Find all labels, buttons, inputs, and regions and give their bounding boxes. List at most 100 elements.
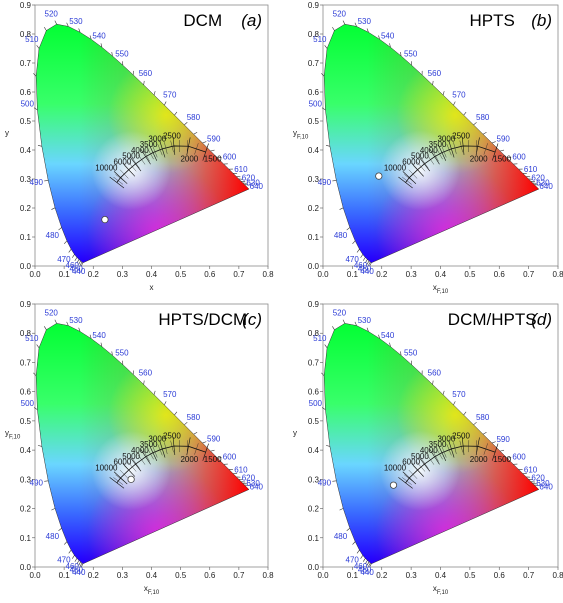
wavelength-label: 540 xyxy=(92,331,106,340)
y-tick-label: 0.3 xyxy=(20,175,32,184)
wavelength-tick xyxy=(111,351,113,356)
wavelength-tick xyxy=(491,141,496,144)
y-tick-label: 0.2 xyxy=(308,505,320,514)
wavelength-tick xyxy=(491,441,496,444)
isotherm-hatch xyxy=(459,440,463,453)
isotherm-hatch xyxy=(432,150,439,162)
wavelength-tick xyxy=(432,380,434,385)
wavelength-tick xyxy=(368,562,371,567)
wavelength-tick xyxy=(244,484,249,486)
wavelength-tick xyxy=(360,555,364,559)
wavelength-label: 540 xyxy=(381,331,395,340)
y-tick-label: 0.4 xyxy=(308,146,320,155)
y-tick-label: 0.8 xyxy=(308,329,320,338)
wavelength-tick xyxy=(78,260,81,265)
isotherm-hatch xyxy=(441,146,447,158)
x-tick-label: 0.6 xyxy=(204,270,216,279)
wavelength-tick xyxy=(37,445,42,447)
wavelength-tick xyxy=(442,91,445,96)
isotherm-line xyxy=(129,156,142,172)
wavelength-tick xyxy=(210,149,215,152)
wavelength-label: 580 xyxy=(476,113,490,122)
isotherm-hatch xyxy=(115,174,126,182)
wavelength-label: 640 xyxy=(539,482,553,491)
wavelength-label: 500 xyxy=(21,399,35,408)
isotherm-hatch xyxy=(147,448,154,460)
cct-label: 5000 xyxy=(411,152,429,161)
wavelength-tick xyxy=(342,319,346,324)
wavelength-label: 450 xyxy=(358,265,372,274)
wavelength-tick xyxy=(339,207,344,210)
isotherm-line xyxy=(461,437,465,456)
y-tick-label: 0.8 xyxy=(20,329,32,338)
isotherm-hatch xyxy=(147,148,154,160)
cct-label: 6000 xyxy=(113,158,131,167)
y-tick-label: 0.9 xyxy=(20,1,32,10)
wavelength-label: 480 xyxy=(46,532,60,541)
wavelength-label: 450 xyxy=(70,566,84,575)
y-tick-label: 0.8 xyxy=(308,30,320,39)
wavelength-tick xyxy=(68,249,72,253)
wavelength-tick xyxy=(463,411,467,416)
wavelength-label: 500 xyxy=(21,99,35,108)
isotherm-hatch xyxy=(203,146,208,158)
wavelength-label: 610 xyxy=(234,465,248,474)
wavelength-tick xyxy=(324,45,328,49)
wavelength-label: 470 xyxy=(346,556,360,565)
x-tick-label: 0.1 xyxy=(347,270,359,279)
x-axis-label: xF,10 xyxy=(433,584,449,596)
x-tick-label: 0.2 xyxy=(88,270,100,279)
wavelength-label: 440 xyxy=(360,267,374,276)
y-tick-label: 0.5 xyxy=(20,417,32,426)
wavelength-tick xyxy=(51,508,56,511)
wavelength-label: 630 xyxy=(246,479,260,488)
isotherm-hatch xyxy=(128,462,137,472)
x-tick-label: 0.0 xyxy=(29,571,41,580)
wavelength-tick xyxy=(453,101,456,106)
cct-label: 2500 xyxy=(163,131,181,140)
x-tick-label: 0.8 xyxy=(262,571,274,580)
panel-letter: (c) xyxy=(242,310,262,329)
isotherm-hatch xyxy=(137,454,146,465)
cct-label: 4000 xyxy=(131,446,149,455)
cct-label: 3000 xyxy=(148,134,166,143)
wavelength-tick xyxy=(44,326,47,330)
wavelength-tick xyxy=(202,141,207,144)
cct-label: 3000 xyxy=(148,434,166,443)
wavelength-label: 630 xyxy=(536,179,550,188)
wavelength-tick xyxy=(342,20,346,25)
isotherm-hatch xyxy=(132,158,140,169)
wavelength-tick xyxy=(68,549,72,554)
wavelength-label: 580 xyxy=(187,113,201,122)
wavelength-tick xyxy=(100,43,103,48)
wavelength-label: 640 xyxy=(539,182,553,191)
isotherm-hatch xyxy=(426,454,435,465)
wavelength-label: 620 xyxy=(531,474,545,483)
wavelength-tick xyxy=(356,249,360,253)
isotherm-line xyxy=(461,136,465,155)
wavelength-label: 620 xyxy=(531,173,545,182)
x-tick-label: 0.2 xyxy=(88,571,100,580)
wavelength-label: 470 xyxy=(345,255,359,264)
wavelength-label: 600 xyxy=(223,152,237,161)
wavelength-tick xyxy=(389,342,391,347)
wavelength-tick xyxy=(482,431,487,435)
wavelength-tick xyxy=(143,380,145,385)
y-tick-label: 0.1 xyxy=(308,534,320,543)
wavelength-tick xyxy=(482,131,487,135)
isotherm-hatch xyxy=(453,142,457,154)
isotherm-line xyxy=(140,148,151,165)
wavelength-label: 600 xyxy=(223,452,237,461)
wavelength-label: 610 xyxy=(234,165,248,174)
wavelength-label: 640 xyxy=(250,182,264,191)
x-axis-label: xF,10 xyxy=(433,283,449,295)
cct-label: 1500 xyxy=(204,155,222,164)
spectral-locus-outline xyxy=(35,23,250,264)
isotherm-line xyxy=(418,456,431,472)
cct-label: 3000 xyxy=(437,134,455,143)
wavelength-label: 550 xyxy=(115,349,129,358)
wavelength-tick xyxy=(193,431,198,435)
x-axis-label: xF,10 xyxy=(144,584,160,596)
wavelength-tick xyxy=(153,390,156,395)
